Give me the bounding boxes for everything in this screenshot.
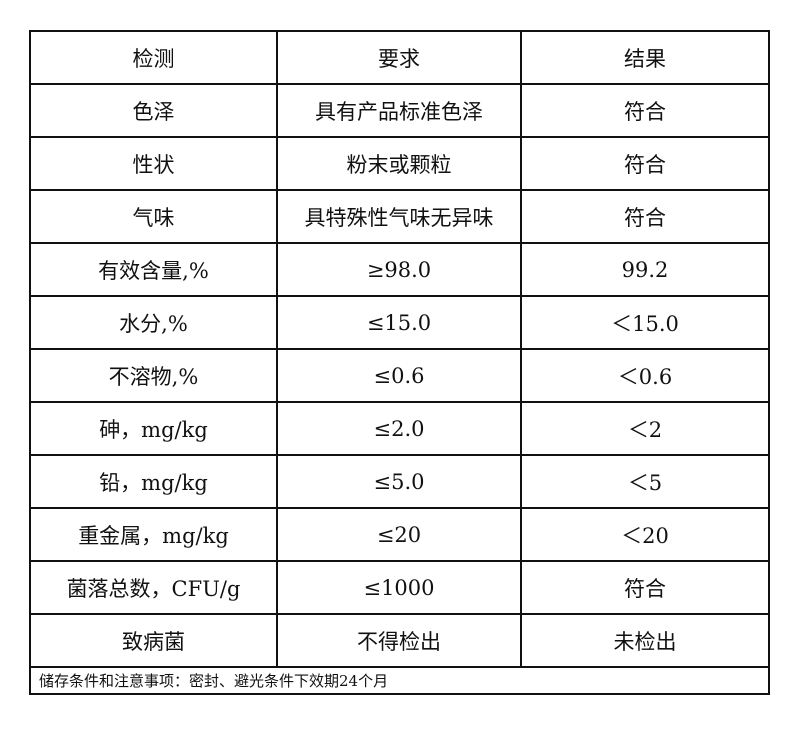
cell-test-item: 气味 xyxy=(29,189,278,244)
header-result: 结果 xyxy=(520,30,770,85)
cell-test-item: 水分,% xyxy=(29,295,278,350)
cell-requirement: 具特殊性气味无异味 xyxy=(276,189,522,244)
cell-result: ＜2 xyxy=(520,401,770,456)
cell-result: 未检出 xyxy=(520,613,770,668)
cell-test-item: 致病菌 xyxy=(29,613,278,668)
cell-requirement: ≤0.6 xyxy=(276,348,522,403)
cell-result: ＜5 xyxy=(520,454,770,509)
table-row: 重金属，mg/kg ≤20 ＜20 xyxy=(29,507,770,562)
cell-result: ＜20 xyxy=(520,507,770,562)
table-row: 不溶物,% ≤0.6 ＜0.6 xyxy=(29,348,770,403)
cell-requirement: ≤1000 xyxy=(276,560,522,615)
table-row: 水分,% ≤15.0 ＜15.0 xyxy=(29,295,770,350)
footer-row: 储存条件和注意事项：密封、避光条件下效期24个月 xyxy=(29,666,770,695)
cell-result: ＜15.0 xyxy=(520,295,770,350)
table-row: 铅，mg/kg ≤5.0 ＜5 xyxy=(29,454,770,509)
cell-test-item: 砷，mg/kg xyxy=(29,401,278,456)
cell-requirement: 不得检出 xyxy=(276,613,522,668)
cell-requirement: 粉末或颗粒 xyxy=(276,136,522,191)
table-row: 菌落总数，CFU/g ≤1000 符合 xyxy=(29,560,770,615)
header-row: 检测 要求 结果 xyxy=(29,30,770,85)
table-row: 色泽 具有产品标准色泽 符合 xyxy=(29,83,770,138)
cell-requirement: ≥98.0 xyxy=(276,242,522,297)
cell-result: 99.2 xyxy=(520,242,770,297)
table-row: 有效含量,% ≥98.0 99.2 xyxy=(29,242,770,297)
cell-test-item: 重金属，mg/kg xyxy=(29,507,278,562)
table-row: 性状 粉末或颗粒 符合 xyxy=(29,136,770,191)
cell-result: 符合 xyxy=(520,189,770,244)
cell-requirement: ≤2.0 xyxy=(276,401,522,456)
table-row: 致病菌 不得检出 未检出 xyxy=(29,613,770,668)
cell-test-item: 铅，mg/kg xyxy=(29,454,278,509)
header-requirement: 要求 xyxy=(276,30,522,85)
cell-result: 符合 xyxy=(520,560,770,615)
header-test: 检测 xyxy=(29,30,278,85)
cell-requirement: ≤5.0 xyxy=(276,454,522,509)
cell-requirement: 具有产品标准色泽 xyxy=(276,83,522,138)
quality-spec-table: 检测 要求 结果 色泽 具有产品标准色泽 符合 性状 粉末或颗粒 符合 气味 具特殊性气味无异… xyxy=(29,30,770,695)
cell-requirement: ≤20 xyxy=(276,507,522,562)
cell-result: 符合 xyxy=(520,136,770,191)
cell-requirement: ≤15.0 xyxy=(276,295,522,350)
cell-result: 符合 xyxy=(520,83,770,138)
cell-test-item: 菌落总数，CFU/g xyxy=(29,560,278,615)
cell-test-item: 有效含量,% xyxy=(29,242,278,297)
table-row: 砷，mg/kg ≤2.0 ＜2 xyxy=(29,401,770,456)
cell-result: ＜0.6 xyxy=(520,348,770,403)
storage-note: 储存条件和注意事项：密封、避光条件下效期24个月 xyxy=(29,666,770,695)
cell-test-item: 不溶物,% xyxy=(29,348,278,403)
table-row: 气味 具特殊性气味无异味 符合 xyxy=(29,189,770,244)
cell-test-item: 性状 xyxy=(29,136,278,191)
cell-test-item: 色泽 xyxy=(29,83,278,138)
